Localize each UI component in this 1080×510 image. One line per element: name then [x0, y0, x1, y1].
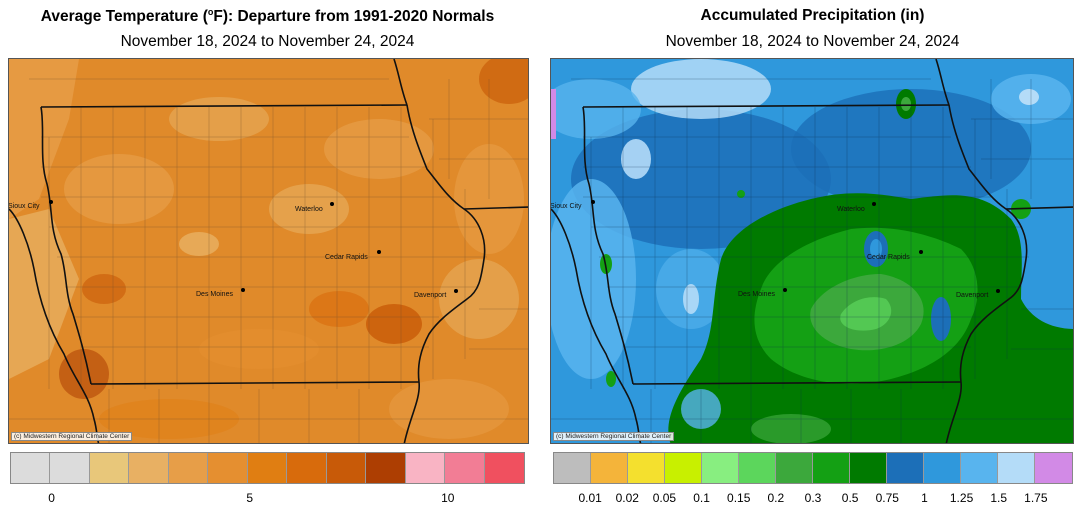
precipitation-legend-swatch: [1035, 453, 1072, 483]
precipitation-legend-label: 0.15: [727, 491, 751, 505]
davenport-dot: [996, 289, 1000, 293]
temperature-legend-swatch: [11, 453, 51, 483]
des-moines-dot: [241, 288, 245, 292]
precipitation-map-subtitle: November 18, 2024 to November 24, 2024: [665, 33, 960, 50]
precipitation-legend-label: 1.5: [990, 491, 1008, 505]
temperature-legend-swatch: [287, 453, 327, 483]
degree-superscript: o: [207, 7, 214, 17]
temperature-departure-panel: Average Temperature (oF): Departure from…: [0, 0, 535, 510]
precipitation-legend-swatch: [554, 453, 591, 483]
temperature-legend-swatch: [50, 453, 90, 483]
title-text-part-1: Average Temperature (: [40, 8, 208, 26]
sioux-city-label: Sioux City: [8, 203, 40, 210]
des-moines-dot: [783, 288, 787, 292]
temperature-map-title: Average Temperature (oF): Departure from…: [0, 7, 535, 26]
precipitation-map: Sioux City Waterloo Cedar Rapids Des Moi…: [550, 58, 1074, 444]
precipitation-legend-swatch: [850, 453, 887, 483]
temperature-legend-swatch: [366, 453, 406, 483]
precipitation-legend-label: 0.3: [804, 491, 822, 505]
precipitation-legend-swatch: [998, 453, 1035, 483]
precipitation-legend-label: 1.25: [949, 491, 974, 505]
temperature-legend-swatch: [405, 453, 446, 483]
temperature-legend-swatch: [129, 453, 169, 483]
precipitation-map-graphic: [551, 59, 1073, 443]
precipitation-legend-swatch: [924, 453, 961, 483]
temperature-color-legend: [10, 452, 525, 484]
davenport-label: Davenport: [956, 292, 989, 299]
davenport-dot: [454, 289, 458, 293]
temperature-legend-swatch: [208, 453, 248, 483]
temperature-legend-label: 10: [441, 491, 455, 505]
sioux-city-dot: [49, 200, 53, 204]
temperature-legend-label: 0: [48, 491, 55, 505]
temperature-legend-label: 5: [246, 491, 254, 505]
precipitation-legend-swatch: [628, 453, 665, 483]
temperature-legend-swatch: [89, 453, 130, 483]
precipitation-legend-label: 0.1: [693, 491, 710, 505]
cedar-rapids-label: Cedar Rapids: [867, 254, 910, 261]
precipitation-legend-swatch: [776, 453, 813, 483]
temperature-legend-swatch: [484, 453, 525, 483]
precipitation-legend-swatch: [961, 453, 998, 483]
temperature-legend-swatch: [247, 453, 288, 483]
temperature-legend-swatch: [445, 453, 485, 483]
precipitation-legend-label: 0.75: [875, 491, 899, 505]
precipitation-legend-label: 1.75: [1024, 491, 1048, 505]
precipitation-color-legend: [553, 452, 1073, 484]
precipitation-legend-swatch: [665, 453, 702, 483]
cedar-rapids-label: Cedar Rapids: [325, 254, 368, 261]
precipitation-legend-swatch: [702, 453, 739, 483]
temperature-legend-swatch: [168, 453, 209, 483]
temperature-map: Sioux City Waterloo Cedar Rapids Des Moi…: [8, 58, 529, 444]
precipitation-legend-swatch: [591, 453, 628, 483]
waterloo-dot: [872, 202, 876, 206]
precipitation-legend-label: 0.2: [767, 491, 785, 505]
waterloo-dot: [330, 202, 334, 206]
precipitation-map-credit: (c) Midwestern Regional Climate Center: [553, 432, 675, 441]
precipitation-legend-swatch: [887, 453, 924, 483]
title-text-part-2: F): Departure from 1991-2020 Normals: [213, 8, 495, 26]
cedar-rapids-dot: [919, 250, 923, 254]
precipitation-legend-label: 0.05: [652, 491, 677, 505]
precipitation-panel: Accumulated Precipitation (in) November …: [545, 0, 1080, 510]
temperature-legend-swatch: [326, 453, 367, 483]
waterloo-label: Waterloo: [837, 206, 865, 213]
sioux-city-dot: [591, 200, 595, 204]
davenport-label: Davenport: [414, 292, 447, 299]
precipitation-legend-swatch: [813, 453, 850, 483]
sioux-city-label: Sioux City: [550, 203, 582, 210]
precipitation-legend-swatch: [739, 453, 776, 483]
cedar-rapids-dot: [377, 250, 381, 254]
des-moines-label: Des Moines: [196, 291, 233, 298]
precipitation-legend-label: 1: [921, 491, 928, 505]
precipitation-legend-label: 0.5: [841, 491, 859, 505]
waterloo-label: Waterloo: [295, 206, 323, 213]
temperature-map-subtitle: November 18, 2024 to November 24, 2024: [120, 33, 415, 50]
precipitation-map-title: Accumulated Precipitation (in): [700, 7, 925, 24]
precipitation-legend-label: 0.02: [615, 491, 639, 505]
des-moines-label: Des Moines: [738, 291, 775, 298]
precipitation-legend-label: 0.01: [578, 491, 602, 505]
temperature-map-credit: (c) Midwestern Regional Climate Center: [11, 432, 133, 441]
temperature-map-graphic: [9, 59, 528, 443]
